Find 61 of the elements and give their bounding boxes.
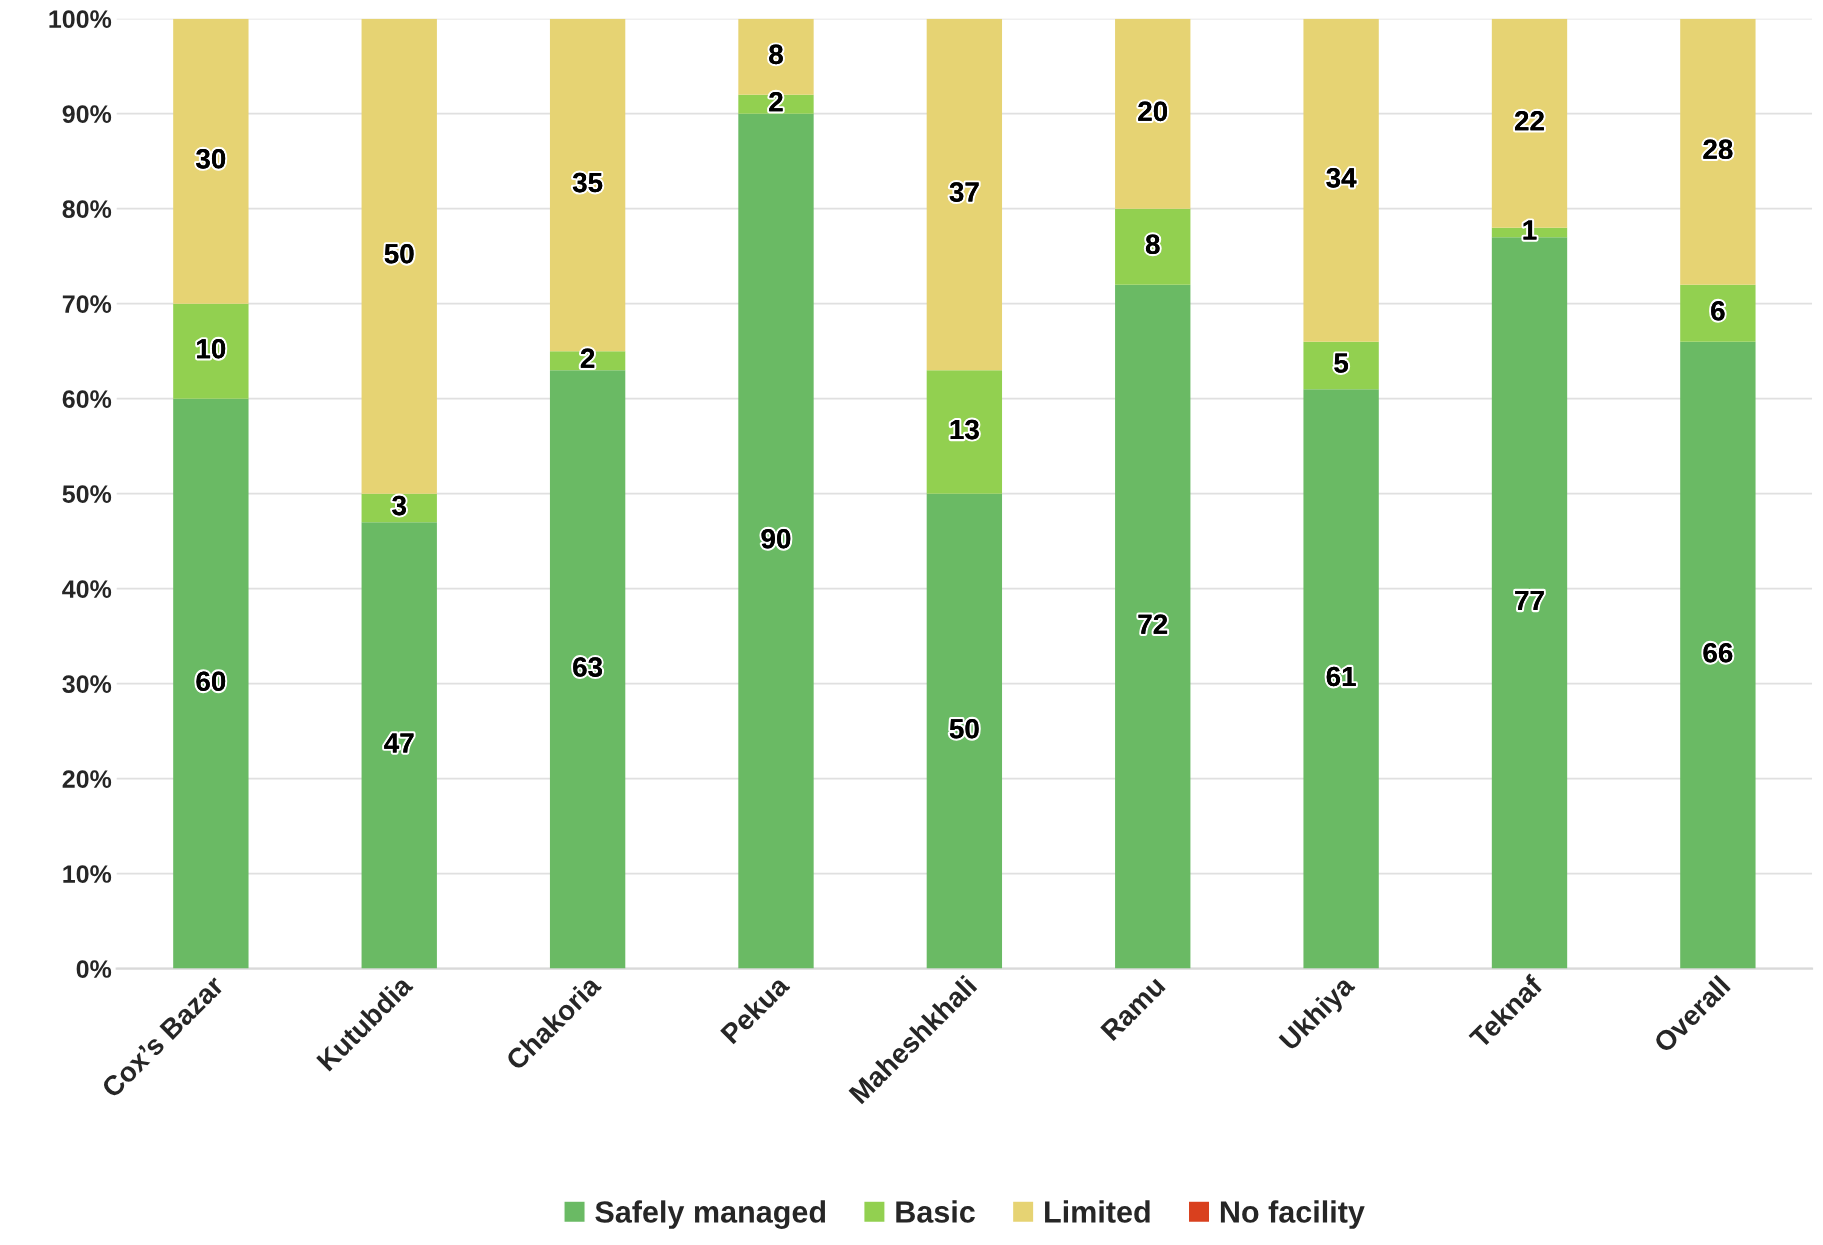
data-label: 37 [949,182,979,202]
data-label: 1 [1523,220,1537,240]
y-tick-label: 90% [62,105,112,123]
bar [1303,341,1379,390]
y-tick-label: 0% [76,960,112,978]
y-tick-label: 30% [62,675,112,693]
data-label: 22 [1515,110,1544,131]
bar [173,303,249,399]
data-label: 13 [950,419,979,440]
data-label: 30 [196,148,226,169]
legend-label: Basic [896,1200,975,1223]
data-label: 6 [1711,300,1725,321]
data-label: 63 [573,657,603,677]
data-label: 47 [384,733,414,753]
bar [738,113,814,969]
bar [1115,208,1191,285]
bar [926,18,1003,371]
data-label: 61 [1326,666,1356,687]
data-label: 77 [1515,590,1544,611]
bar [1115,18,1191,209]
legend-label: Limited [1045,1200,1150,1223]
data-label: 50 [384,243,414,264]
data-label: 3 [392,495,406,516]
data-label: 35 [572,172,603,193]
data-label: 34 [1326,167,1357,188]
bar [1303,18,1379,342]
bar [361,18,437,494]
data-label: 28 [1703,139,1733,160]
legend-label: No facility [1220,1200,1365,1229]
legend-label: Safely managed [595,1200,826,1229]
data-label: 66 [1703,642,1733,663]
bar [1115,284,1191,969]
bar [926,370,1003,494]
data-label: 8 [769,44,783,65]
data-label: 20 [1138,101,1168,122]
data-label: 10 [197,338,226,359]
y-tick-label: 10% [63,865,112,883]
data-label: 60 [196,671,226,692]
data-label: 8 [1145,234,1160,255]
y-tick-label: 50% [62,485,112,503]
y-tick-label: 80% [62,200,112,218]
bar [361,522,437,969]
data-label: 72 [1138,614,1168,634]
y-tick-label: 100% [49,10,112,28]
y-tick-label: 70% [62,295,112,313]
y-tick-label: 20% [62,770,112,788]
bar [549,370,626,969]
bar [173,18,249,304]
bar [1303,389,1379,969]
data-label: 5 [1334,353,1349,373]
bar [1680,284,1756,342]
bar [1680,341,1756,969]
data-label: 2 [580,348,595,368]
bar [173,398,249,969]
bar [926,493,1003,969]
y-tick-label: 40% [62,580,112,598]
data-label: 2 [769,91,783,112]
bar [1680,18,1756,285]
data-label: 50 [949,718,979,739]
data-label: 90 [761,528,791,549]
y-tick-label: 60% [62,390,112,408]
